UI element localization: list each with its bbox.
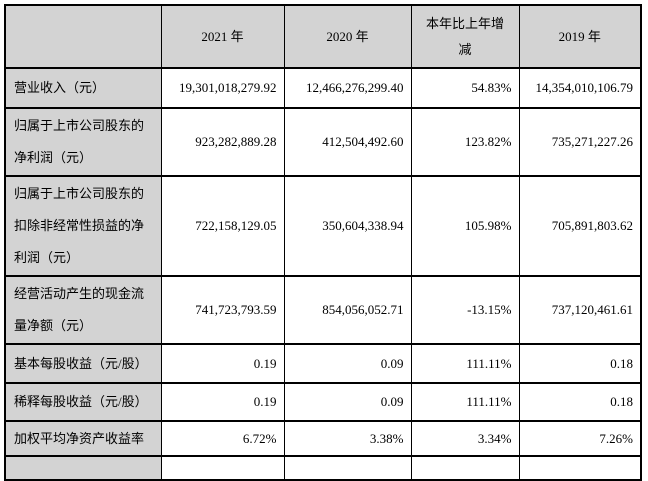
partial-cell bbox=[410, 455, 520, 481]
row-label-operating-cash-flow: 经营活动产生的现金流 量净额（元） bbox=[4, 275, 162, 345]
value-2021: 923,282,889.28 bbox=[160, 107, 285, 177]
value-change: 3.34% bbox=[410, 420, 520, 457]
value-change: 111.11% bbox=[410, 343, 520, 384]
table-row: 加权平均净资产收益率 6.72% 3.38% 3.34% 7.26% bbox=[4, 420, 642, 457]
row-label-weighted-avg-roe: 加权平均净资产收益率 bbox=[4, 420, 162, 457]
value-2021: 0.19 bbox=[160, 343, 285, 384]
header-2019: 2019 年 bbox=[518, 4, 642, 69]
financial-summary-table: 2021 年 2020 年 本年比上年增 减 2019 年 营业收入（元） 19… bbox=[4, 4, 642, 481]
value-2020: 0.09 bbox=[283, 382, 412, 422]
value-2020: 12,466,276,299.40 bbox=[283, 67, 412, 109]
partial-cell bbox=[160, 455, 285, 481]
table-row: 稀释每股收益（元/股） 0.19 0.09 111.11% 0.18 bbox=[4, 382, 642, 422]
value-2019: 735,271,227.26 bbox=[518, 107, 642, 177]
table-row: 归属于上市公司股东的 扣除非经常性损益的净 利润（元） 722,158,129.… bbox=[4, 175, 642, 277]
value-2021: 741,723,793.59 bbox=[160, 275, 285, 345]
table-row: 经营活动产生的现金流 量净额（元） 741,723,793.59 854,056… bbox=[4, 275, 642, 345]
row-label-net-profit-excl-nonrecurring: 归属于上市公司股东的 扣除非经常性损益的净 利润（元） bbox=[4, 175, 162, 277]
value-change: 54.83% bbox=[410, 67, 520, 109]
value-change: 123.82% bbox=[410, 107, 520, 177]
header-metric bbox=[4, 4, 162, 69]
value-2019: 705,891,803.62 bbox=[518, 175, 642, 277]
header-change-yoy: 本年比上年增 减 bbox=[410, 4, 520, 69]
value-2020: 3.38% bbox=[283, 420, 412, 457]
value-2019: 14,354,010,106.79 bbox=[518, 67, 642, 109]
value-change: 105.98% bbox=[410, 175, 520, 277]
table-row: 营业收入（元） 19,301,018,279.92 12,466,276,299… bbox=[4, 67, 642, 109]
row-label-revenue: 营业收入（元） bbox=[4, 67, 162, 109]
row-label-diluted-eps: 稀释每股收益（元/股） bbox=[4, 382, 162, 422]
partial-cell bbox=[4, 455, 162, 481]
header-2020: 2020 年 bbox=[283, 4, 412, 69]
row-label-net-profit: 归属于上市公司股东的 净利润（元） bbox=[4, 107, 162, 177]
value-2020: 0.09 bbox=[283, 343, 412, 384]
value-2021: 0.19 bbox=[160, 382, 285, 422]
value-2019: 737,120,461.61 bbox=[518, 275, 642, 345]
value-change: -13.15% bbox=[410, 275, 520, 345]
value-2019: 0.18 bbox=[518, 343, 642, 384]
value-2021: 6.72% bbox=[160, 420, 285, 457]
value-2021: 722,158,129.05 bbox=[160, 175, 285, 277]
partial-cell bbox=[283, 455, 412, 481]
value-change: 111.11% bbox=[410, 382, 520, 422]
value-2021: 19,301,018,279.92 bbox=[160, 67, 285, 109]
partial-cell bbox=[518, 455, 642, 481]
value-2019: 0.18 bbox=[518, 382, 642, 422]
value-2019: 7.26% bbox=[518, 420, 642, 457]
table-row-partial bbox=[4, 455, 642, 481]
table-row: 基本每股收益（元/股） 0.19 0.09 111.11% 0.18 bbox=[4, 343, 642, 384]
value-2020: 854,056,052.71 bbox=[283, 275, 412, 345]
table-row: 归属于上市公司股东的 净利润（元） 923,282,889.28 412,504… bbox=[4, 107, 642, 177]
row-label-basic-eps: 基本每股收益（元/股） bbox=[4, 343, 162, 384]
header-2021: 2021 年 bbox=[160, 4, 285, 69]
value-2020: 350,604,338.94 bbox=[283, 175, 412, 277]
header-row: 2021 年 2020 年 本年比上年增 减 2019 年 bbox=[4, 4, 642, 69]
value-2020: 412,504,492.60 bbox=[283, 107, 412, 177]
